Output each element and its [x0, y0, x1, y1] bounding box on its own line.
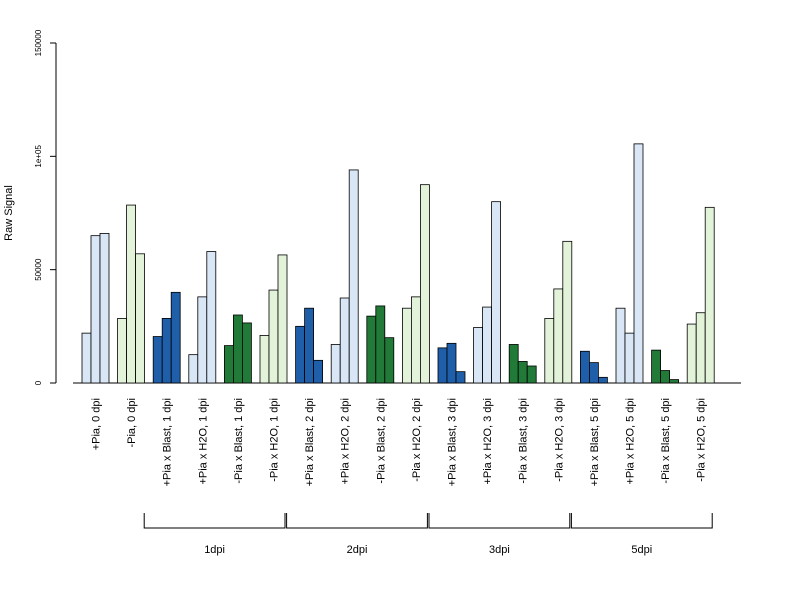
bar — [241, 322, 252, 384]
bar — [615, 307, 626, 384]
bar — [589, 362, 599, 384]
x-tick-label: -Pia x H2O, 5 dpi — [696, 398, 708, 482]
bar — [526, 365, 537, 384]
bar — [152, 336, 163, 384]
bar — [695, 312, 706, 384]
bar — [348, 169, 359, 384]
bar — [126, 204, 136, 384]
bar — [491, 201, 502, 384]
bar — [161, 317, 172, 384]
bar — [268, 289, 279, 384]
bar — [508, 344, 519, 384]
bar — [624, 332, 635, 384]
bar — [197, 296, 208, 384]
bar — [446, 342, 457, 384]
bar — [375, 305, 386, 384]
group-bracket — [428, 513, 571, 529]
x-tick-label: +Pia x Blast, 1 dpi — [162, 398, 174, 486]
bar — [598, 376, 608, 384]
bar — [401, 307, 412, 384]
bar — [339, 297, 350, 384]
y-axis: 0 50000 1e+05 150000 — [34, 29, 57, 385]
x-tick-label: +Pia x H2O, 2 dpi — [340, 398, 352, 485]
x-tick-label: +Pia x Blast, 5 dpi — [589, 398, 601, 486]
x-tick-label: +Pia x Blast, 3 dpi — [447, 398, 459, 486]
bar — [651, 349, 661, 384]
bar — [660, 370, 670, 384]
bar — [313, 359, 324, 384]
bar — [455, 371, 466, 384]
bar — [366, 315, 377, 384]
group-label: 1dpi — [204, 544, 225, 556]
bar — [277, 254, 288, 384]
bar — [410, 296, 421, 384]
bar — [295, 325, 306, 384]
y-tick-label: 50000 — [34, 258, 43, 281]
bar — [90, 235, 101, 384]
x-tick-label: +Pia x Blast, 2 dpi — [304, 398, 316, 486]
x-tick-label: -Pia x H2O, 2 dpi — [411, 398, 423, 482]
bar — [81, 332, 92, 384]
bar — [384, 337, 395, 384]
group-brackets: 1dpi 2dpi 3dpi 5dpi — [143, 513, 713, 556]
bar — [419, 184, 430, 384]
bar — [188, 354, 199, 384]
y-axis-label: Raw Signal — [3, 185, 15, 241]
x-tick-label: -Pia x Blast, 1 dpi — [233, 398, 245, 484]
group-label: 2dpi — [347, 544, 368, 556]
group-bracket — [143, 513, 286, 529]
bar — [580, 350, 590, 384]
bar — [223, 345, 234, 384]
bar — [437, 347, 448, 384]
bar — [633, 143, 644, 384]
x-tick-label: +Pia x H2O, 5 dpi — [625, 398, 637, 485]
bar — [517, 361, 528, 384]
bar — [686, 323, 697, 384]
bar — [206, 251, 217, 384]
bar — [304, 307, 315, 384]
group-bracket — [286, 513, 428, 529]
y-tick-label: 0 — [34, 380, 43, 385]
x-tick-labels: +Pia, 0 dpi -Pia, 0 dpi +Pia x Blast, 1 dp… — [91, 398, 708, 486]
bar — [473, 327, 484, 384]
x-tick-label: +Pia x H2O, 3 dpi — [482, 398, 494, 485]
group-bracket — [570, 513, 713, 529]
bar — [117, 317, 127, 384]
x-tick-label: -Pia x H2O, 3 dpi — [553, 398, 565, 482]
bar — [704, 206, 715, 384]
bar — [259, 334, 270, 384]
x-tick-label: -Pia x H2O, 1 dpi — [269, 398, 281, 482]
group-label: 5dpi — [631, 544, 652, 556]
bar — [135, 253, 146, 384]
group-label: 3dpi — [489, 544, 510, 556]
bar — [232, 314, 243, 384]
x-tick-label: -Pia x Blast, 3 dpi — [518, 398, 530, 484]
bar — [669, 379, 679, 384]
y-tick-label: 1e+05 — [34, 145, 43, 168]
bar — [482, 306, 493, 384]
bar — [330, 344, 341, 384]
x-tick-label: -Pia x Blast, 2 dpi — [375, 398, 387, 484]
x-tick-label: +Pia, 0 dpi — [91, 398, 103, 450]
bars — [81, 143, 715, 384]
bar — [99, 232, 110, 384]
y-tick-label: 150000 — [34, 29, 43, 56]
x-tick-label: -Pia, 0 dpi — [126, 398, 138, 448]
x-tick-label: +Pia x H2O, 1 dpi — [197, 398, 209, 485]
x-tick-label: -Pia x Blast, 5 dpi — [660, 398, 672, 484]
bar — [170, 291, 181, 384]
bar — [553, 288, 564, 384]
bar — [562, 240, 573, 384]
bar — [544, 317, 555, 384]
